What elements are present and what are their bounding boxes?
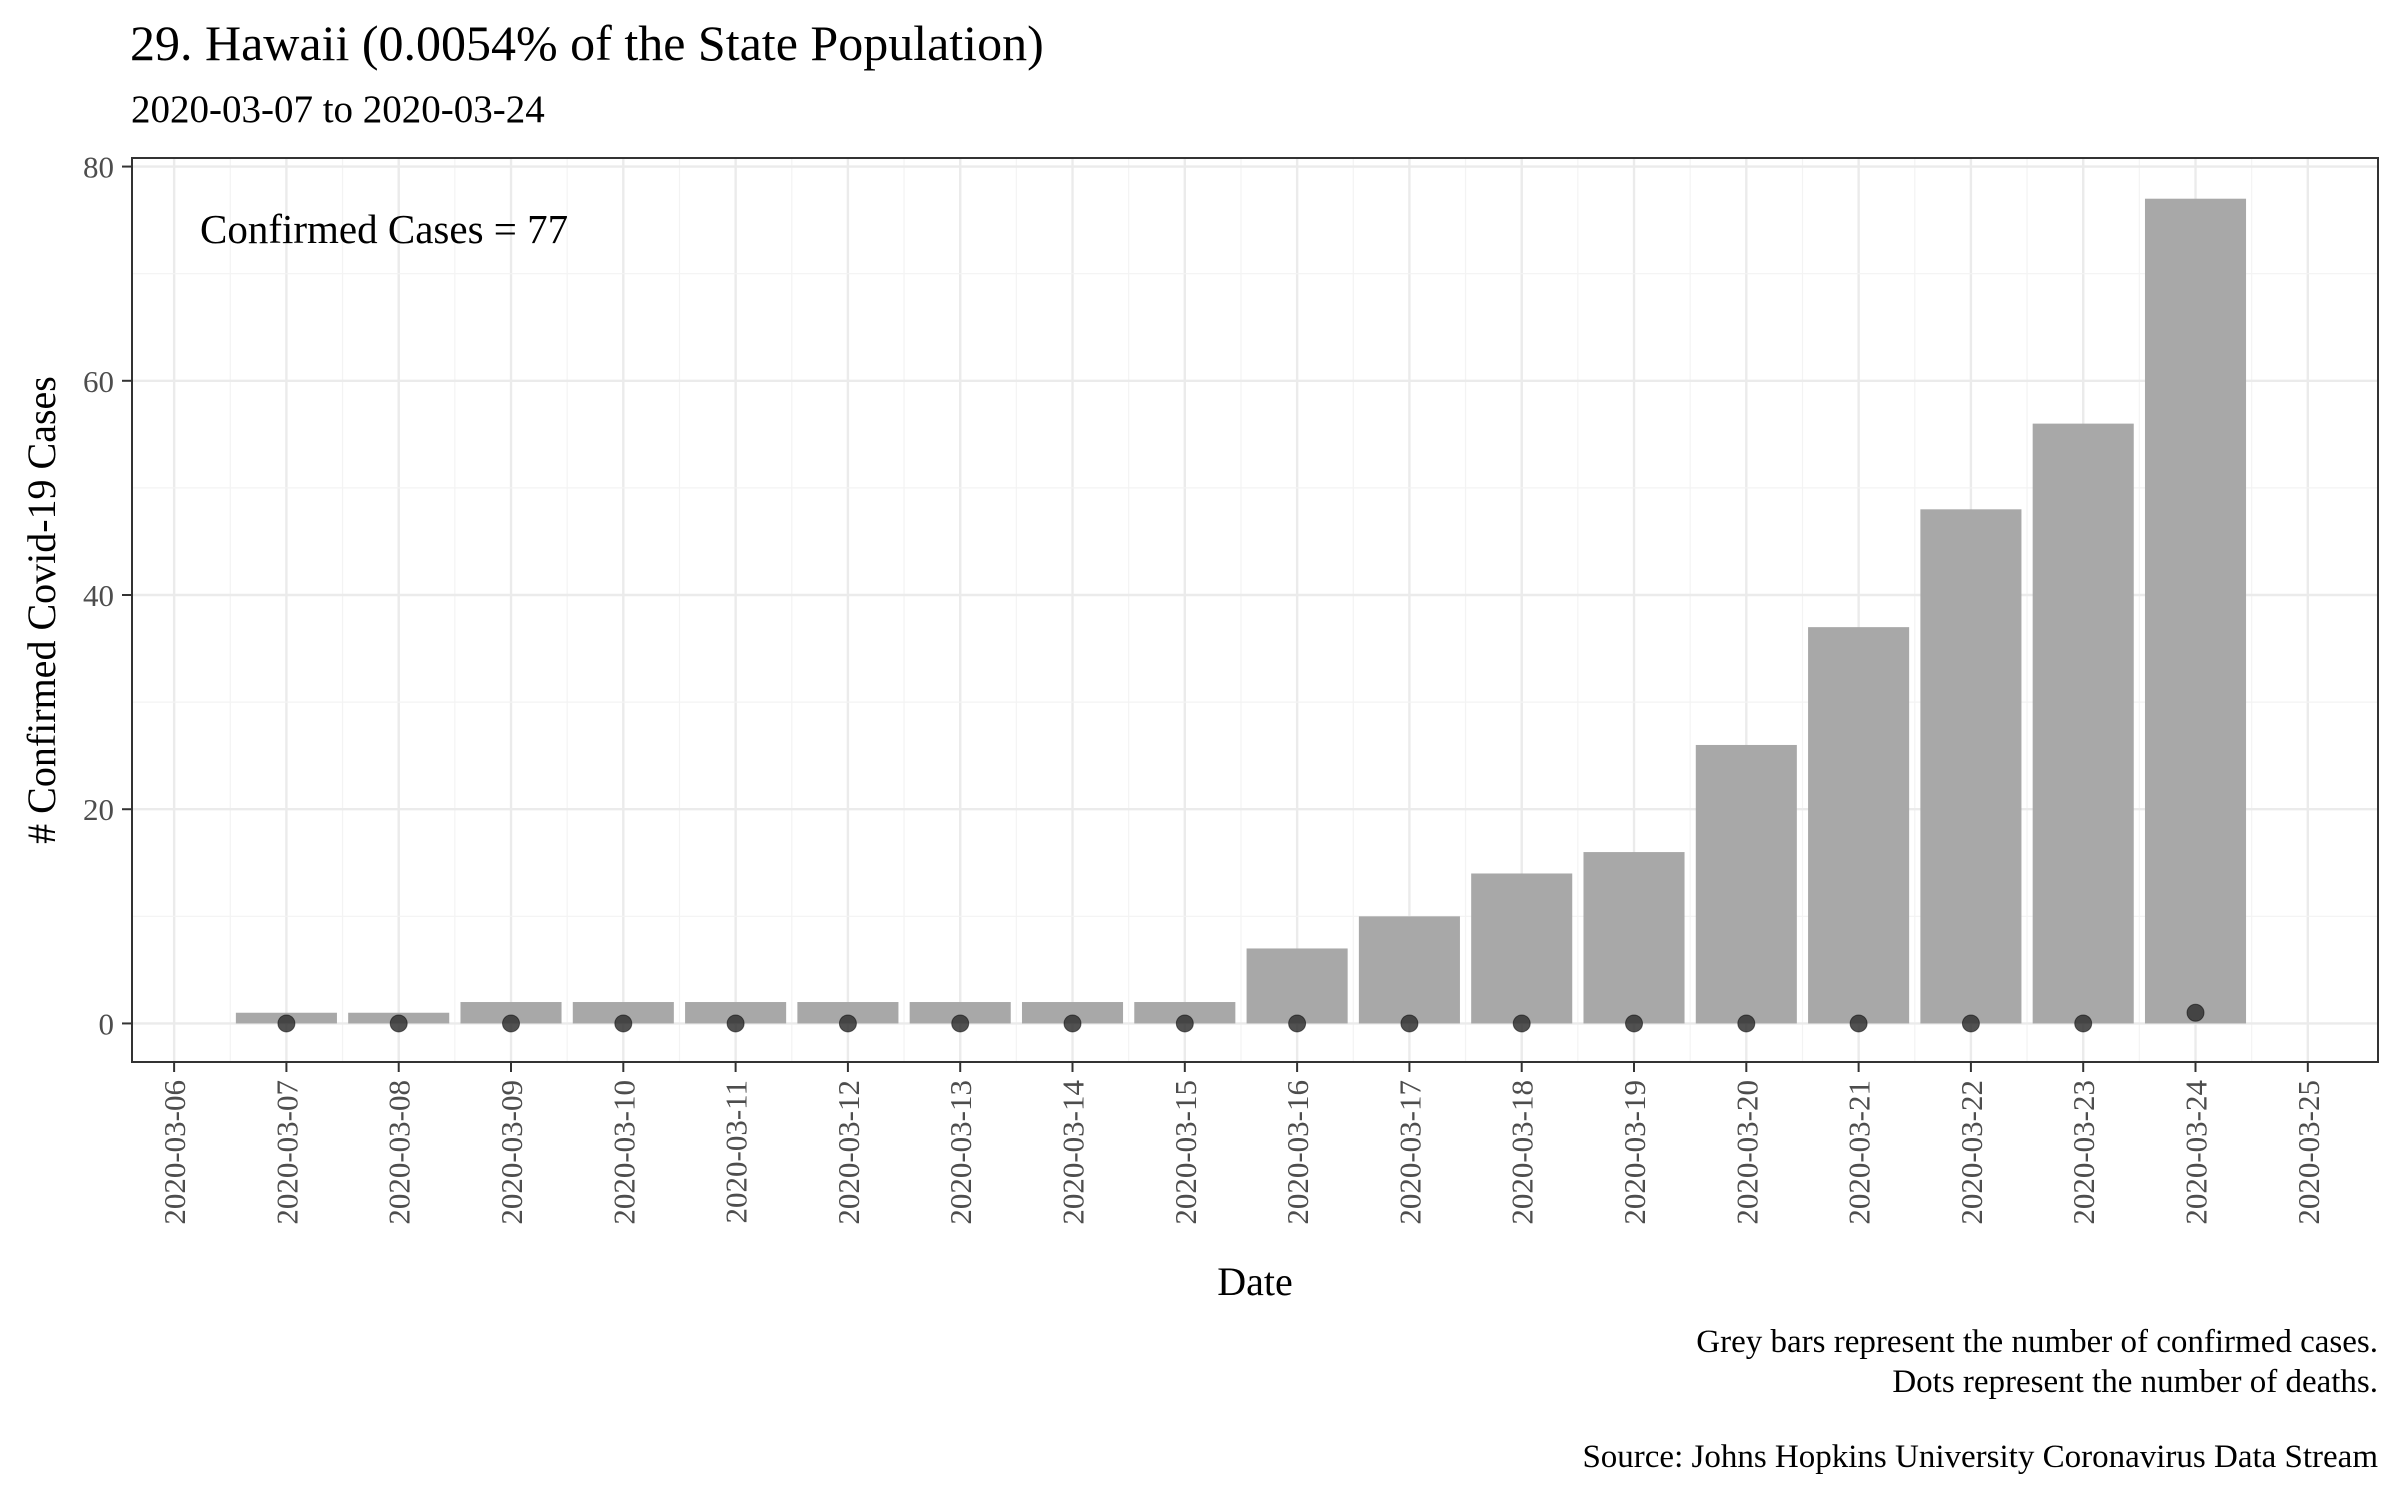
y-axis: 0 20 40 60 80 [83,150,132,1041]
death-dot-2020-03-16 [1288,1014,1307,1033]
death-dot-2020-03-08 [389,1014,408,1033]
x-tick-label: 2020-03-13 [943,1080,978,1225]
x-tick-label: 2020-03-14 [1056,1080,1091,1225]
x-tick-label: 2020-03-12 [831,1080,866,1225]
y-tick-label: 0 [99,1006,115,1041]
bar-2020-03-15 [1134,1002,1236,1024]
y-axis-label: # Confirmed Covid-19 Cases [19,376,64,844]
x-axis-label: Date [1217,1259,1293,1304]
x-tick-label: 2020-03-07 [269,1080,304,1225]
bar-2020-03-13 [909,1002,1011,1024]
caption-dots-note: Dots represent the number of deaths. [1892,1364,2378,1400]
x-tick-label: 2020-03-22 [1954,1080,1989,1225]
death-dot-2020-03-22 [1961,1014,1980,1033]
y-tick-label: 20 [83,792,114,827]
death-dot-2020-03-21 [1849,1014,1868,1033]
bar-2020-03-11 [685,1002,787,1024]
death-dot-2020-03-10 [614,1014,633,1033]
caption-bars-note: Grey bars represent the number of confir… [1696,1324,2378,1360]
y-tick-label: 80 [83,150,114,185]
y-tick-label: 40 [83,578,114,613]
death-dots [277,1003,2205,1033]
death-dot-2020-03-09 [502,1014,521,1033]
caption-source: Source: Johns Hopkins University Coronav… [1582,1439,2378,1475]
death-dot-2020-03-20 [1737,1014,1756,1033]
bar-2020-03-21 [1808,627,1910,1024]
bar-2020-03-09 [460,1002,562,1024]
chart-title: 29. Hawaii (0.0054% of the State Populat… [130,15,1044,71]
x-tick-label: 2020-03-16 [1280,1080,1315,1225]
bar-2020-03-22 [1920,509,2022,1024]
x-tick-label: 2020-03-11 [719,1080,754,1224]
x-tick-label: 2020-03-20 [1729,1080,1764,1225]
bar-2020-03-18 [1471,873,1573,1024]
bar-2020-03-16 [1246,948,1348,1024]
bar-2020-03-19 [1583,852,1685,1024]
x-tick-label: 2020-03-21 [1842,1080,1877,1225]
bar-2020-03-12 [797,1002,899,1024]
x-tick-label: 2020-03-10 [606,1080,641,1225]
death-dot-2020-03-11 [726,1014,745,1033]
x-tick-label: 2020-03-24 [2179,1080,2214,1225]
death-dot-2020-03-12 [838,1014,857,1033]
death-dot-2020-03-23 [2074,1014,2093,1033]
confirmed-bars [235,198,2247,1024]
bar-2020-03-17 [1358,916,1460,1024]
bar-2020-03-23 [2032,423,2134,1024]
x-tick-label: 2020-03-08 [382,1080,417,1225]
bar-2020-03-24 [2144,198,2247,1024]
x-tick-label: 2020-03-06 [157,1080,192,1225]
chart-subtitle: 2020-03-07 to 2020-03-24 [131,88,545,131]
bar-2020-03-10 [572,1002,674,1024]
death-dot-2020-03-19 [1625,1014,1644,1033]
y-tick-label: 60 [83,364,114,399]
bar-2020-03-14 [1021,1002,1124,1024]
x-tick-label: 2020-03-23 [2066,1080,2101,1225]
x-tick-label: 2020-03-19 [1617,1080,1652,1225]
x-tick-label: 2020-03-18 [1505,1080,1540,1225]
x-axis: 2020-03-06 2020-03-07 2020-03-08 2020-03-09… [157,1062,2326,1225]
x-tick-label: 2020-03-15 [1168,1080,1203,1225]
death-dot-2020-03-15 [1175,1014,1194,1033]
death-dot-2020-03-13 [951,1014,970,1033]
death-dot-2020-03-14 [1063,1014,1082,1033]
confirmed-cases-annotation: Confirmed Cases = 77 [200,206,568,252]
bar-2020-03-20 [1695,744,1797,1024]
death-dot-2020-03-24 [2186,1003,2205,1022]
death-dot-2020-03-18 [1512,1014,1531,1033]
death-dot-2020-03-07 [277,1014,296,1033]
x-tick-label: 2020-03-25 [2291,1080,2326,1225]
x-tick-label: 2020-03-09 [494,1080,529,1225]
plot-border [131,157,2379,1063]
x-tick-label: 2020-03-17 [1392,1080,1427,1225]
death-dot-2020-03-17 [1400,1014,1419,1033]
